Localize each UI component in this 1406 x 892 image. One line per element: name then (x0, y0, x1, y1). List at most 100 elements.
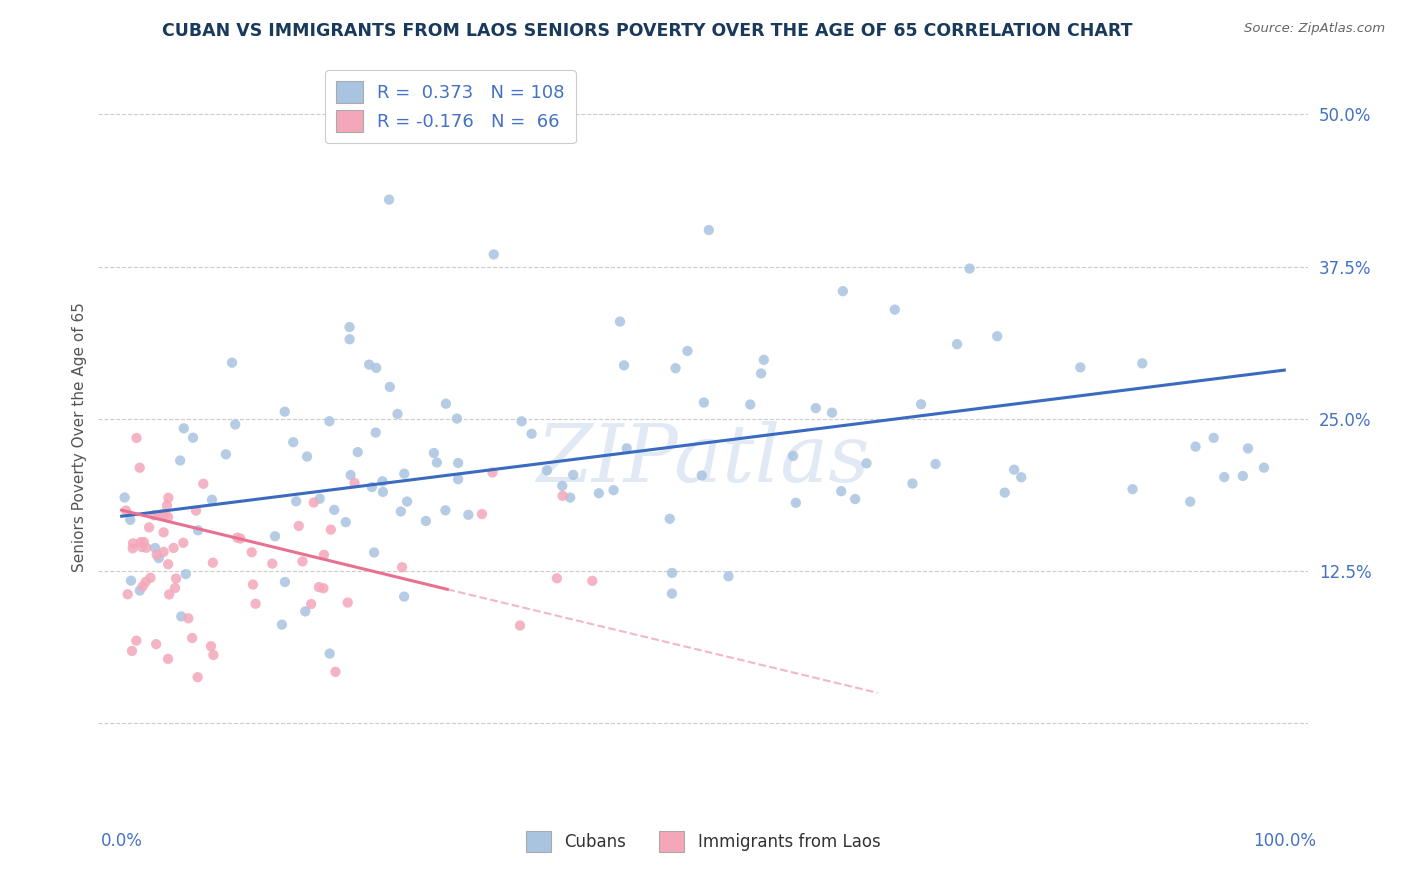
Point (148, 551, 170, 566)
Point (946, 337, 969, 351)
Point (1184, 440, 1206, 454)
Point (245, 597, 267, 611)
Point (138, 520, 160, 534)
Point (131, 540, 153, 554)
Point (157, 587, 180, 601)
Point (664, 361, 686, 376)
Point (201, 556, 224, 570)
Point (318, 414, 340, 428)
Point (1010, 470, 1032, 484)
Point (1130, 356, 1153, 370)
Point (830, 484, 852, 499)
Point (363, 545, 385, 559)
Point (661, 586, 683, 600)
Point (157, 510, 180, 524)
Point (117, 587, 139, 601)
Point (1180, 494, 1202, 508)
Point (221, 356, 243, 370)
Point (551, 479, 574, 493)
Point (510, 414, 533, 428)
Point (156, 499, 179, 513)
Point (447, 472, 470, 486)
Point (520, 426, 543, 441)
Point (165, 572, 187, 586)
Point (844, 491, 866, 506)
Point (364, 425, 387, 440)
Point (139, 571, 162, 585)
Point (312, 581, 335, 595)
Point (551, 489, 574, 503)
Point (339, 320, 361, 334)
Point (323, 503, 346, 517)
Point (396, 494, 419, 508)
Point (434, 397, 457, 411)
Point (187, 524, 209, 538)
Point (581, 574, 603, 588)
Point (156, 652, 179, 666)
Point (170, 609, 193, 624)
Point (114, 491, 136, 505)
Point (346, 445, 368, 459)
Point (308, 580, 330, 594)
Point (125, 633, 148, 648)
Point (536, 463, 558, 477)
Point (343, 476, 366, 491)
Point (308, 491, 330, 506)
Point (157, 491, 180, 505)
Point (697, 223, 720, 237)
Point (325, 665, 347, 679)
Point (423, 446, 446, 460)
Point (319, 523, 342, 537)
Point (145, 548, 167, 562)
Point (749, 367, 772, 381)
Point (229, 532, 252, 546)
Point (291, 554, 314, 568)
Point (193, 476, 215, 491)
Point (173, 421, 195, 435)
Point (122, 536, 145, 550)
Point (226, 531, 249, 545)
Point (128, 460, 150, 475)
Point (560, 491, 582, 505)
Point (782, 449, 804, 463)
Point (302, 495, 325, 509)
Point (224, 417, 246, 432)
Point (986, 329, 1008, 343)
Point (910, 397, 932, 411)
Point (661, 566, 683, 580)
Point (200, 639, 222, 653)
Point (135, 574, 157, 589)
Point (177, 611, 200, 625)
Point (143, 541, 166, 555)
Point (169, 453, 191, 467)
Point (785, 496, 807, 510)
Point (294, 604, 316, 618)
Point (740, 398, 762, 412)
Point (299, 597, 322, 611)
Point (143, 508, 166, 523)
Point (1237, 442, 1260, 456)
Point (1122, 482, 1144, 496)
Point (434, 503, 457, 517)
Point (676, 343, 699, 358)
Point (283, 435, 305, 450)
Point (132, 535, 155, 549)
Point (804, 401, 827, 416)
Point (588, 486, 610, 500)
Point (690, 468, 713, 483)
Point (181, 431, 204, 445)
Point (181, 631, 204, 645)
Text: Source: ZipAtlas.com: Source: ZipAtlas.com (1244, 22, 1385, 36)
Point (162, 541, 184, 555)
Point (717, 569, 740, 583)
Point (295, 450, 318, 464)
Point (262, 557, 284, 571)
Point (274, 574, 297, 589)
Point (831, 284, 853, 298)
Point (613, 359, 636, 373)
Point (336, 595, 359, 609)
Point (616, 442, 638, 456)
Point (752, 352, 775, 367)
Point (471, 507, 494, 521)
Point (242, 577, 264, 591)
